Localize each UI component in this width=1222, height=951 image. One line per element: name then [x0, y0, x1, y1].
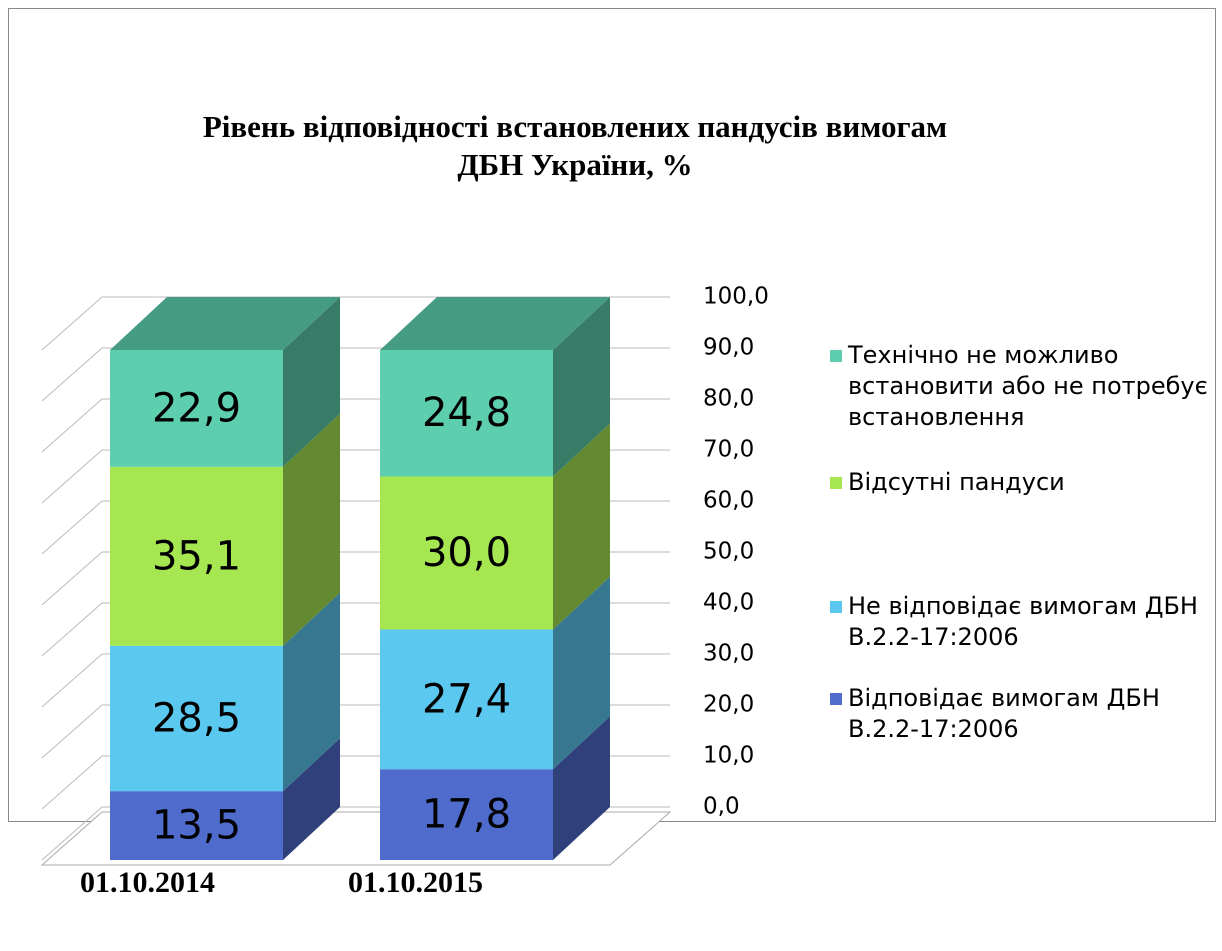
bar [380, 350, 553, 477]
bar-side [553, 297, 610, 477]
legend-entry: Не відповідає вимогам ДБН В.2.2-17:2006 [830, 591, 1218, 653]
bar-top [110, 297, 340, 350]
value-label: 35,1 [152, 533, 241, 579]
value-label: 30,0 [422, 530, 511, 576]
bar [110, 645, 283, 792]
legend-entry: Технічно не можливо встановити або не по… [830, 340, 1218, 433]
x-tick-label: 01.10.2014 [80, 866, 215, 899]
bar [110, 466, 283, 646]
chart-title: Рівень відповідності встановлених пандус… [202, 109, 948, 182]
y-tick-label: 50,0 [703, 539, 754, 565]
bar [380, 769, 553, 860]
bar [380, 476, 553, 630]
y-tick-label: 0,0 [703, 794, 740, 820]
y-tick-label: 40,0 [703, 590, 754, 616]
legend-swatch [830, 693, 842, 705]
bar-side [283, 297, 340, 467]
y-tick-label: 10,0 [703, 743, 754, 769]
bar-side [283, 592, 340, 792]
value-label: 13,5 [152, 803, 241, 849]
value-label: 28,5 [152, 695, 241, 741]
y-tick-label: 30,0 [703, 641, 754, 667]
bar [110, 791, 283, 860]
value-label: 22,9 [152, 385, 241, 431]
legend-swatch [830, 601, 842, 613]
x-tick-label: 01.10.2015 [348, 866, 483, 899]
value-label: 17,8 [422, 792, 511, 838]
bar [110, 350, 283, 467]
y-tick-label: 90,0 [703, 335, 754, 361]
y-tick-label: 100,0 [703, 284, 769, 310]
bar [380, 629, 553, 770]
y-tick-label: 20,0 [703, 692, 754, 718]
bar-side [283, 413, 340, 646]
value-label: 27,4 [422, 676, 511, 722]
bar-top [380, 297, 610, 350]
bar-side [553, 576, 610, 770]
y-tick-label: 60,0 [703, 488, 754, 514]
legend-swatch [830, 477, 842, 489]
bar-side [553, 423, 610, 630]
y-tick-label: 70,0 [703, 437, 754, 463]
bar-side [283, 738, 340, 860]
legend-entry: Відповідає вимогам ДБН В.2.2-17:2006 [830, 683, 1218, 745]
bar-side [553, 716, 610, 860]
value-label: 24,8 [422, 390, 511, 436]
legend-entry: Відсутні пандуси [830, 467, 1218, 498]
y-tick-label: 80,0 [703, 386, 754, 412]
legend-swatch [830, 350, 842, 362]
